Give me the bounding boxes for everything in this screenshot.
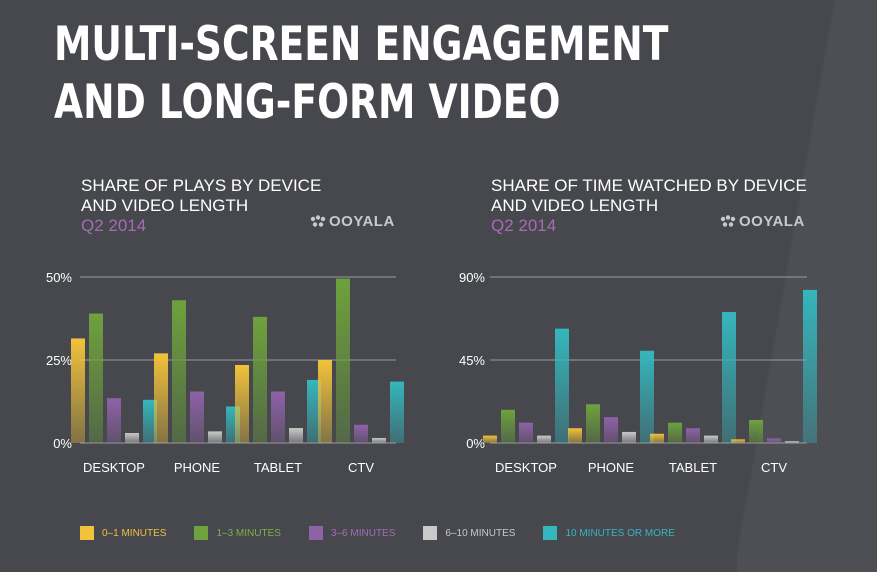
legend-item: 3–6 MINUTES [308,526,396,540]
chart-time-bar [650,433,664,443]
chart-plays-bar [307,379,321,443]
chart-plays-category-label: TABLET [254,460,302,475]
chart-time-title-line-1: SHARE OF TIME WATCHED BY DEVICE [491,176,807,195]
chart-plays-bar [354,424,368,443]
chart-time-bar [537,435,551,443]
chart-plays-bar [89,313,103,443]
legend-label: 0–1 MINUTES [102,527,167,539]
legend-swatch [194,526,209,540]
chart-plays-bar [253,316,267,443]
chart-plays-bar [336,278,350,443]
chart-time-category-label: DESKTOP [495,460,557,475]
page-title: MULTI-SCREEN ENGAGEMENT AND LONG-FORM VI… [54,16,668,132]
brand-name-left: OOYALA [329,213,395,230]
chart-plays-bar [271,391,285,443]
chart-time-subtitle: Q2 2014 [491,216,557,235]
chart-time-bar [749,419,763,443]
chart-time-bar [767,438,781,443]
page-title-line-1: MULTI-SCREEN ENGAGEMENT [54,17,669,72]
chart-time-title: SHARE OF TIME WATCHED BY DEVICE AND VIDE… [491,176,807,236]
chart-time-bar [722,312,736,443]
chart-plays-bar [190,391,204,443]
chart-plays-title-line-2: AND VIDEO LENGTH [81,196,249,215]
chart-time-ytick-label: 45% [459,353,485,368]
chart-plays-bar [125,433,139,443]
legend-label: 1–3 MINUTES [216,527,281,539]
chart-time-bar [483,435,497,443]
legend-item: 1–3 MINUTES [194,526,281,540]
chart-plays-bar [372,438,386,443]
chart-time-bar [785,441,799,443]
chart-time-ytick-label: 0% [466,436,485,451]
chart-time-bar [568,428,582,443]
chart-time-bar [555,328,569,443]
chart-plays-bar [208,431,222,443]
chart-plays-bar [235,364,249,443]
legend: 0–1 MINUTES 1–3 MINUTES 3–6 MINUTES 6–10 MI… [80,526,675,540]
chart-plays-bar [71,338,85,443]
chart-time-category-label: TABLET [669,460,717,475]
chart-plays-ytick-label: 50% [46,270,72,285]
chart-time-bar [668,422,682,443]
chart-plays-title-line-1: SHARE OF PLAYS BY DEVICE [81,176,322,195]
legend-swatch [543,526,558,540]
chart-time-bar [640,350,654,443]
background-stripe [737,0,877,572]
legend-label: 6–10 MINUTES [445,527,516,539]
chart-time-bar [731,439,745,443]
chart-plays-bar [143,399,157,443]
chart-time-category-label: PHONE [588,460,635,475]
chart-time-ytick-label: 90% [459,270,485,285]
chart-plays-bar [318,360,332,443]
legend-label: 10 MINUTES OR MORE [565,527,675,539]
chart-time-bar [686,428,700,443]
chart-plays-bar [107,398,121,443]
chart-plays-subtitle: Q2 2014 [81,216,147,235]
legend-item: 6–10 MINUTES [423,526,515,540]
chart-plays-ytick-label: 25% [46,353,72,368]
ooyala-logo-icon [720,214,736,227]
brand-name-right: OOYALA [739,213,805,230]
chart-plays-bar [289,428,303,443]
legend-swatch [423,526,438,540]
legend-item: 0–1 MINUTES [80,526,166,540]
chart-plays-title: SHARE OF PLAYS BY DEVICE AND VIDEO LENGT… [81,176,321,236]
legend-label: 3–6 MINUTES [330,527,396,539]
chart-plays-category-label: DESKTOP [83,460,145,475]
chart-time-bar [501,409,515,443]
chart-time-title-line-2: AND VIDEO LENGTH [491,196,659,215]
chart-time-bar [519,422,533,443]
chart-plays-category-label: CTV [348,460,374,475]
chart-time-bar [704,435,718,443]
chart-time-bar [622,431,636,443]
brand-logo-left: OOYALA [310,213,395,230]
chart-plays-bar [172,300,186,443]
chart-plays-bar [390,381,404,443]
chart-time-bar [803,289,817,443]
chart-plays-category-label: PHONE [174,460,221,475]
ooyala-logo-icon [310,214,326,227]
legend-swatch [80,526,94,540]
chart-plays-bar [154,353,168,443]
chart-time-category-label: CTV [761,460,787,475]
chart-time-bar [604,417,618,443]
chart-plays-ytick-label: 0% [53,436,72,451]
chart-time-bar [586,404,600,443]
legend-swatch [308,526,323,540]
brand-logo-right: OOYALA [720,213,805,230]
page-title-line-2: AND LONG-FORM VIDEO [54,75,561,130]
legend-item: 10 MINUTES OR MORE [543,526,675,540]
